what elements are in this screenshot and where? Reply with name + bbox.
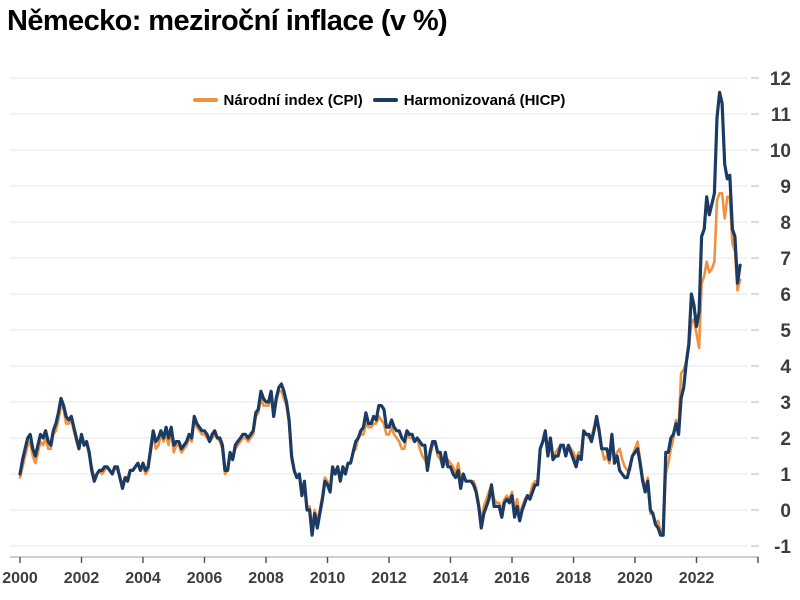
- y-axis-label: 1: [780, 465, 791, 486]
- x-axis-label: 2014: [433, 570, 469, 587]
- x-axis-label: 2016: [494, 570, 530, 587]
- x-axis-label: 2008: [248, 570, 284, 587]
- x-axis-label: 2010: [310, 570, 346, 587]
- chart-title: Německo: meziroční inflace (v %): [7, 5, 448, 37]
- x-axis-label: 2004: [125, 570, 161, 587]
- y-axis-label: 2: [780, 429, 791, 450]
- legend-item-hicp: Harmonizovaná (HICP): [372, 91, 566, 109]
- y-axis-label: 6: [780, 285, 791, 306]
- y-axis-label: 10: [770, 141, 791, 162]
- x-axis-label: 2020: [617, 570, 653, 587]
- x-axis-label: 2002: [64, 570, 100, 587]
- y-axis-label: 4: [780, 357, 791, 378]
- legend-label-cpi: Národní index (CPI): [223, 91, 363, 109]
- y-axis-label: 3: [780, 393, 791, 414]
- series-line-hicp: [18, 90, 742, 537]
- chart-legend: Národní index (CPI) Harmonizovaná (HICP): [0, 90, 758, 110]
- y-axis-label: 8: [780, 213, 791, 234]
- y-axis-label: 0: [780, 501, 791, 522]
- y-axis-label: 11: [771, 105, 792, 126]
- legend-item-cpi: Národní index (CPI): [192, 91, 363, 109]
- legend-swatch-hicp-icon: [372, 98, 398, 102]
- x-axis-label: 2022: [679, 570, 715, 587]
- x-axis-label: 2018: [556, 570, 592, 587]
- legend-swatch-cpi-icon: [192, 98, 218, 102]
- y-axis-label: -1: [774, 537, 791, 558]
- y-axis-label: 7: [780, 249, 791, 270]
- y-axis-label: 9: [780, 177, 791, 198]
- x-axis-label: 2006: [187, 570, 223, 587]
- y-axis-label: 12: [770, 69, 791, 90]
- x-axis-label: 2012: [371, 570, 407, 587]
- legend-label-hicp: Harmonizovaná (HICP): [403, 91, 566, 109]
- x-axis-label: 2000: [2, 570, 38, 587]
- y-axis-label: 5: [780, 321, 791, 342]
